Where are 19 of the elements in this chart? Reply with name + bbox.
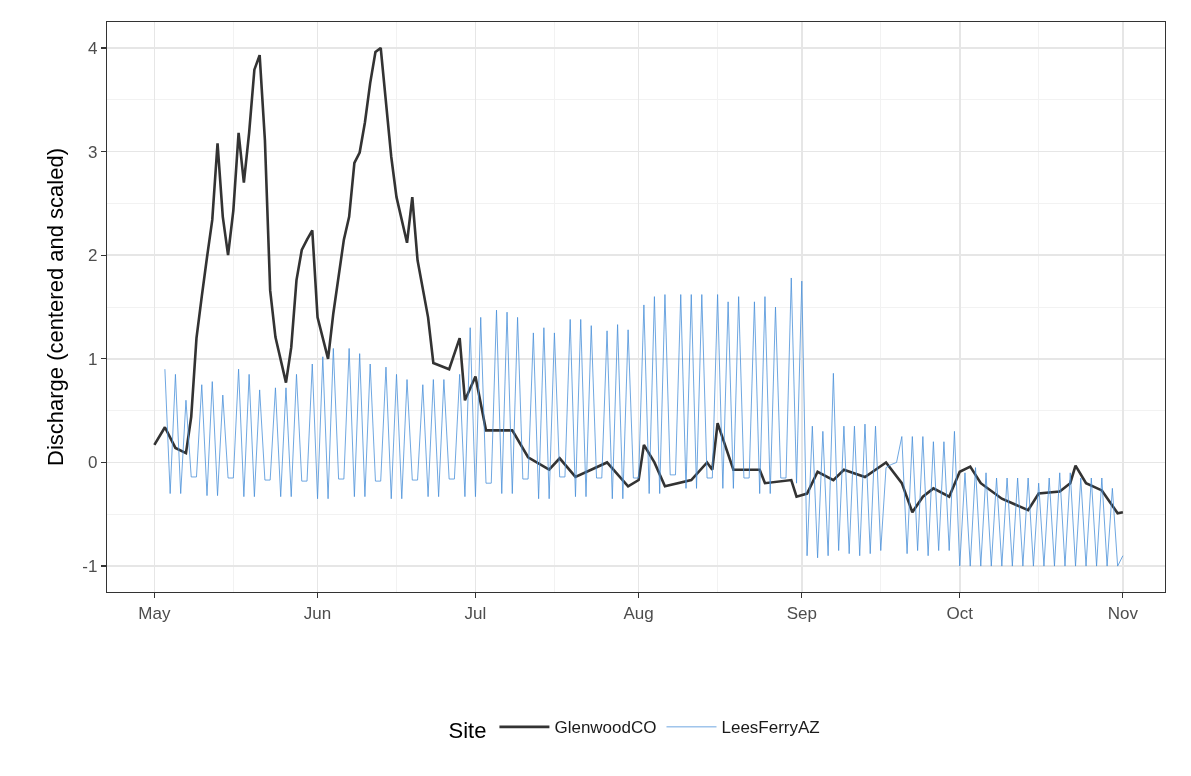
x-tick-label: Aug (623, 603, 654, 623)
legend-title: Site (448, 717, 487, 743)
x-tick-label: May (138, 603, 171, 623)
y-axis-title: Discharge (centered and scaled) (43, 148, 69, 466)
x-tick-label: Sep (786, 603, 817, 623)
y-tick-label: 0 (87, 453, 98, 473)
x-tick-label: Nov (1107, 603, 1139, 623)
y-tick-label: 2 (87, 246, 98, 266)
line-series (153, 46, 1125, 515)
legend-label: GlenwoodCO (554, 718, 657, 738)
x-tick-label: Jul (464, 603, 487, 623)
x-tick-label: Oct (946, 603, 974, 623)
line-series (164, 277, 1124, 567)
y-tick-label: 4 (87, 38, 98, 58)
x-tick-label: Jun (303, 603, 332, 623)
y-tick-label: 3 (87, 142, 98, 162)
legend-label: LeesFerryAZ (721, 718, 820, 738)
y-tick-label: -1 (82, 557, 98, 577)
y-tick-label: 1 (87, 349, 98, 369)
